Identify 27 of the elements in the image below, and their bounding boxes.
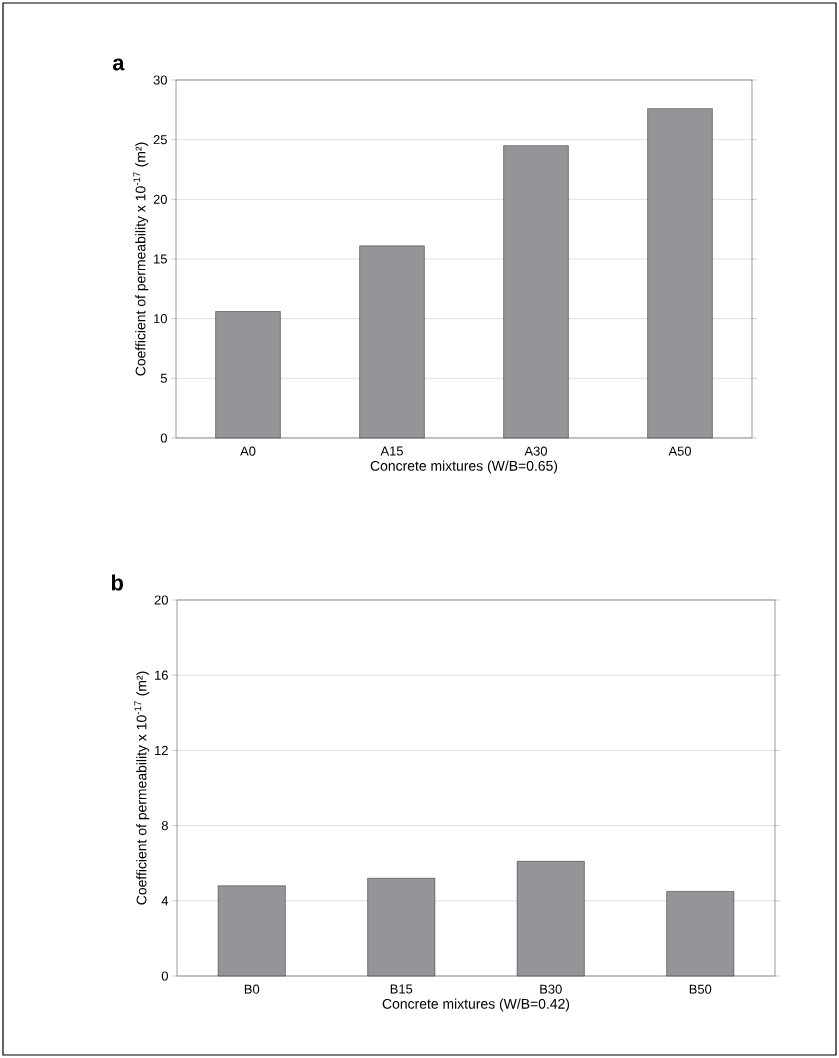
y-tick-label: 20 bbox=[153, 194, 167, 204]
x-tick-label: B30 bbox=[540, 984, 562, 994]
y-tick-label: 15 bbox=[154, 254, 167, 264]
y-tick-label: 5 bbox=[160, 373, 167, 383]
x-tick-label: B15 bbox=[390, 984, 413, 994]
chart-title: a bbox=[112, 58, 125, 71]
x-tick-label: A15 bbox=[380, 446, 403, 456]
y-tick-label: 25 bbox=[153, 135, 167, 145]
y-tick-label: 4 bbox=[161, 896, 169, 906]
y-tick-label: 0 bbox=[160, 433, 167, 443]
y-tick-label: 0 bbox=[161, 971, 168, 981]
x-axis-title: Concrete mixtures (W/B=0.42) bbox=[382, 998, 570, 1012]
y-tick-label: 20 bbox=[154, 595, 168, 605]
y-tick-label: 16 bbox=[155, 670, 168, 680]
x-tick-label: B50 bbox=[689, 984, 712, 994]
chart-title: b bbox=[111, 574, 123, 591]
x-tick-label: A50 bbox=[668, 446, 692, 456]
y-tick-label: 30 bbox=[153, 75, 167, 85]
x-tick-label: A30 bbox=[524, 446, 548, 456]
y-tick-label: 10 bbox=[154, 314, 167, 324]
y-tick-label: 8 bbox=[161, 821, 168, 831]
y-tick-label: 12 bbox=[155, 745, 168, 755]
x-tick-label: A0 bbox=[240, 446, 256, 456]
y-axis-title: Coefficient of permeability x 10$^{-17}$ (m²) bbox=[134, 671, 150, 905]
x-axis-title: Concrete mixtures (W/B=0.65) bbox=[370, 460, 558, 474]
x-tick-label: B0 bbox=[244, 984, 260, 994]
y-axis-title: Coefficient of permeability x 10$^{-17}$ (m²) bbox=[133, 142, 149, 376]
